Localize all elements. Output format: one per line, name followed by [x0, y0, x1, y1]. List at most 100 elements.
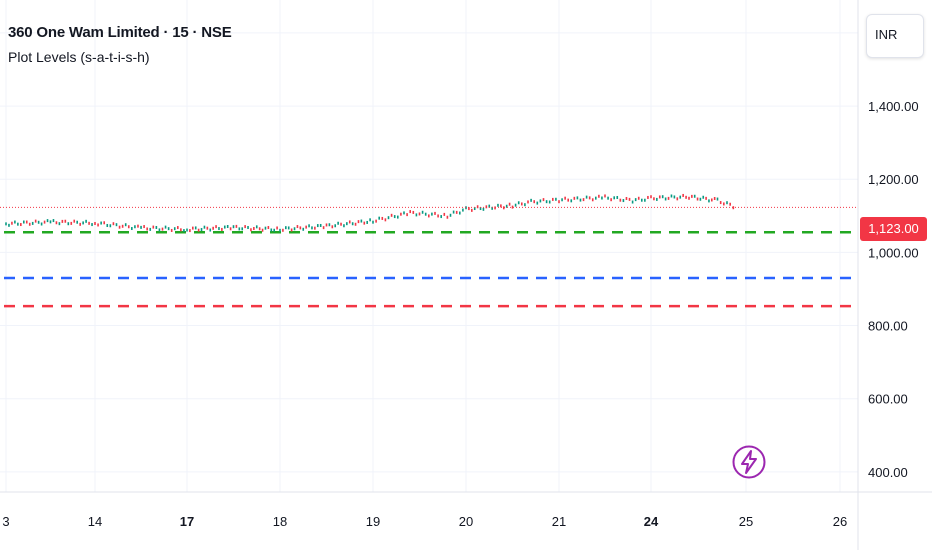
y-tick-label: 1,000.00	[868, 245, 919, 260]
candle	[76, 220, 78, 224]
candle	[685, 195, 687, 199]
candle	[505, 204, 508, 208]
candle	[215, 225, 217, 229]
candle	[476, 205, 479, 209]
candle	[637, 196, 640, 200]
x-tick-label: 18	[273, 514, 287, 529]
candle	[511, 205, 514, 209]
candle	[613, 196, 615, 200]
x-tick-label: 26	[833, 514, 847, 529]
candle	[241, 227, 244, 231]
candle	[653, 197, 655, 201]
candle	[468, 207, 470, 211]
indicator-name[interactable]: Plot Levels (s-a-t-i-s-h)	[8, 49, 150, 65]
candle	[406, 213, 408, 217]
candle	[167, 227, 170, 231]
candle	[473, 207, 476, 211]
candle	[325, 223, 328, 227]
y-tick-label: 1,200.00	[868, 172, 919, 187]
candle	[200, 228, 203, 232]
candle	[658, 195, 661, 199]
candle	[555, 197, 557, 201]
candle	[124, 223, 127, 227]
candle	[14, 220, 16, 224]
candle	[319, 223, 322, 227]
lightning-bolt-icon[interactable]	[731, 444, 767, 480]
candle	[131, 227, 133, 231]
candle	[203, 225, 206, 229]
x-tick-label: 21	[552, 514, 566, 529]
currency-button[interactable]: INR	[866, 14, 924, 58]
candle	[508, 202, 511, 206]
candle	[334, 224, 337, 228]
candle	[97, 223, 99, 227]
candle	[64, 219, 67, 223]
candle	[616, 195, 619, 199]
candle	[622, 199, 625, 203]
candle	[500, 204, 502, 208]
candle	[25, 220, 28, 224]
candle	[708, 199, 710, 203]
candle	[539, 199, 542, 203]
candle	[579, 198, 582, 202]
candle	[582, 198, 585, 202]
candle	[552, 197, 554, 201]
candle	[434, 211, 436, 215]
candle	[625, 196, 628, 200]
candle	[387, 216, 390, 220]
candle	[137, 224, 139, 228]
candle	[679, 195, 682, 199]
candle	[17, 222, 19, 226]
candle	[610, 198, 612, 202]
candle	[79, 222, 81, 226]
candle	[273, 228, 275, 232]
candle	[331, 225, 334, 229]
candle	[52, 219, 55, 223]
candle	[699, 197, 702, 201]
last-price-badge: 1,123.00	[860, 217, 927, 241]
candle	[221, 227, 223, 231]
candle	[601, 196, 603, 200]
candle	[713, 196, 716, 200]
candle	[194, 226, 197, 230]
candle	[340, 222, 342, 226]
candle	[197, 228, 200, 232]
candle	[8, 223, 10, 227]
candle	[70, 221, 73, 225]
candle	[343, 224, 345, 228]
plot-levels	[4, 231, 858, 308]
candle	[723, 202, 725, 206]
y-tick-label: 800.00	[868, 319, 908, 334]
candle	[412, 210, 415, 214]
candle	[471, 208, 473, 212]
candle	[348, 220, 351, 224]
y-tick-label: 1,400.00	[868, 99, 919, 114]
candle	[360, 219, 363, 223]
candle	[73, 219, 76, 223]
candle	[354, 222, 357, 226]
candle	[112, 222, 115, 226]
time-axis[interactable]: 3 14 17 18 19 20 21 24 25 26	[2, 514, 847, 529]
x-tick-label: 25	[739, 514, 753, 529]
candle	[588, 196, 591, 200]
candle	[158, 228, 161, 232]
candle	[696, 197, 699, 201]
candle	[497, 203, 499, 207]
candle	[258, 227, 261, 231]
candle	[218, 227, 220, 231]
candle	[357, 220, 360, 224]
candle	[647, 195, 649, 199]
candle	[570, 199, 573, 203]
price-axis[interactable]: 400.00 600.00 800.00 1,000.00 1,200.00 1,400.…	[868, 26, 919, 480]
candle	[661, 195, 664, 199]
candle	[421, 210, 424, 214]
candle	[37, 220, 40, 224]
candle	[719, 201, 722, 205]
candle	[527, 200, 529, 204]
candle	[573, 196, 576, 200]
candle	[82, 221, 84, 225]
candle	[296, 225, 299, 229]
candle	[576, 196, 579, 200]
